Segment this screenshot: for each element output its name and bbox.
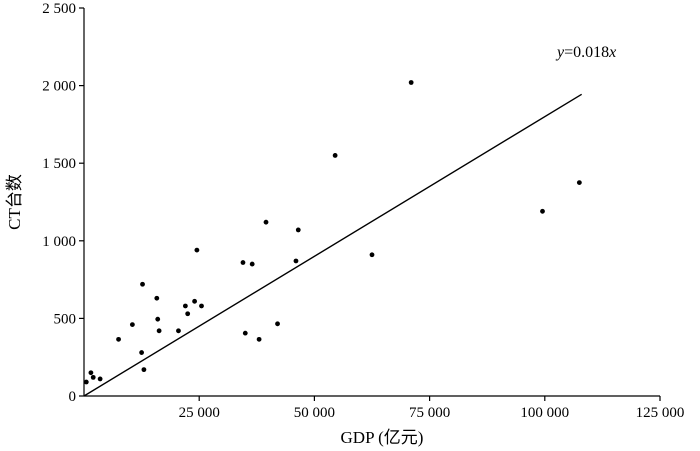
y-tick-label: 2 000 xyxy=(42,79,76,95)
data-point xyxy=(88,370,94,376)
y-tick-label: 500 xyxy=(54,311,77,327)
data-point xyxy=(332,153,338,158)
data-point xyxy=(242,330,248,336)
fit-equation-label: y=0.018x xyxy=(555,44,616,61)
data-point xyxy=(408,80,414,85)
fit-line-group xyxy=(83,93,583,397)
x-axis-title: GDP (亿元) xyxy=(341,428,424,447)
data-point xyxy=(540,208,545,214)
data-point xyxy=(295,227,301,233)
data-point xyxy=(293,258,299,264)
data-point xyxy=(83,379,89,385)
y-tick-label: 1 000 xyxy=(42,234,76,250)
data-point xyxy=(185,311,191,317)
data-point xyxy=(139,350,145,355)
data-point xyxy=(154,295,160,301)
data-point xyxy=(275,321,280,327)
data-point xyxy=(249,261,255,267)
data-point xyxy=(129,322,135,328)
axes xyxy=(83,8,660,397)
data-point xyxy=(199,303,204,309)
x-tick-label: 25 000 xyxy=(179,405,220,421)
data-point xyxy=(97,376,103,382)
data-point xyxy=(140,281,145,287)
tick-group: 0 500 1 000 1 500 2 000 2 500 25 000 50 000 75 0… xyxy=(42,1,684,421)
data-point xyxy=(155,316,161,322)
y-tick-label: 1 500 xyxy=(42,156,76,172)
data-point xyxy=(90,374,96,380)
data-point xyxy=(176,328,181,334)
data-point xyxy=(369,252,375,258)
fit-line xyxy=(83,93,583,397)
x-tick-label: 125 000 xyxy=(636,405,685,421)
x-tick-label: 50 000 xyxy=(294,405,335,421)
data-point xyxy=(141,367,147,373)
y-axis-title: CT台数 xyxy=(5,174,24,230)
data-point xyxy=(263,219,269,225)
x-tick-label: 75 000 xyxy=(409,405,450,421)
fit-equation-coef: =0.018 xyxy=(564,44,609,61)
data-point xyxy=(156,328,162,334)
y-tick-label: 2 500 xyxy=(42,1,76,17)
data-point xyxy=(240,260,246,265)
data-point xyxy=(192,298,197,304)
data-point xyxy=(182,303,188,309)
data-points xyxy=(83,80,582,385)
fit-equation-y: y xyxy=(555,44,565,61)
fit-equation-x: x xyxy=(608,44,616,61)
data-point xyxy=(194,247,200,253)
y-tick-label: 0 xyxy=(69,389,77,405)
data-point xyxy=(116,336,121,342)
data-point xyxy=(256,336,262,342)
data-point xyxy=(576,180,582,186)
x-tick-label: 100 000 xyxy=(520,405,569,421)
